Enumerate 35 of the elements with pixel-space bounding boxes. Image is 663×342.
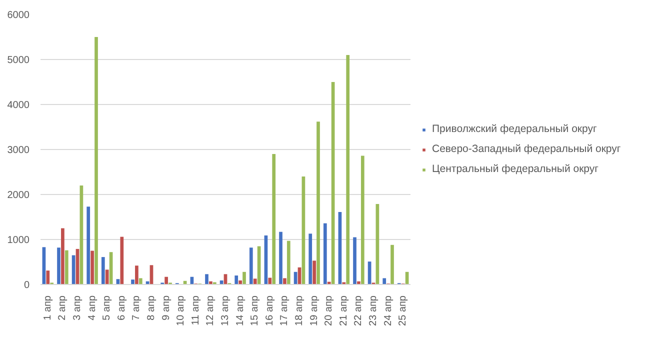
x-tick-label: 25 апр	[398, 295, 409, 326]
x-tick-label: 14 апр	[234, 295, 246, 326]
x-tick-label: 7 апр	[131, 295, 142, 320]
x-tick-label: 13 апр	[220, 295, 231, 326]
x-tick-label: 3 апр	[72, 295, 83, 320]
y-tick-label: 2000	[7, 190, 30, 201]
x-tick-label: 1 апр	[42, 295, 54, 320]
x-tick-label: 15 апр	[250, 295, 261, 326]
legend-label: Северо-Западный федеральный округ	[432, 143, 621, 155]
x-tick-label: 10 апр	[176, 295, 187, 326]
y-tick-label: 3000	[7, 145, 30, 156]
x-tick-label: 24 апр	[382, 295, 394, 326]
x-tick-label: 20 апр	[324, 295, 335, 326]
x-tick-label: 6 апр	[116, 295, 128, 320]
legend-label: Центральный федеральный округ	[432, 163, 598, 175]
x-tick-label: 17 апр	[279, 295, 290, 326]
x-tick-label: 4 апр	[86, 295, 98, 320]
x-tick-label: 16 апр	[264, 295, 276, 326]
y-tick-label: 0	[24, 280, 30, 291]
x-tick-label: 19 апр	[308, 295, 320, 326]
x-tick-label: 9 апр	[160, 295, 172, 320]
x-tick-label: 5 апр	[102, 295, 113, 320]
x-tick-label: 21 апр	[338, 295, 350, 326]
x-tick-label: 11 апр	[190, 295, 202, 326]
x-tick-label: 12 апр	[205, 295, 216, 326]
legend-label: Приволжский федеральный округ	[432, 123, 597, 135]
x-tick-label: 23 апр	[368, 295, 379, 326]
y-tick-label: 6000	[7, 10, 30, 21]
y-tick-label: 5000	[7, 55, 30, 66]
y-tick-label: 1000	[7, 235, 30, 246]
x-tick-label: 22 апр	[353, 295, 364, 326]
y-tick-label: 4000	[7, 100, 30, 111]
x-tick-label: 18 апр	[294, 295, 305, 326]
x-tick-label: 2 апр	[57, 295, 68, 320]
x-tick-label: 8 апр	[146, 295, 157, 320]
